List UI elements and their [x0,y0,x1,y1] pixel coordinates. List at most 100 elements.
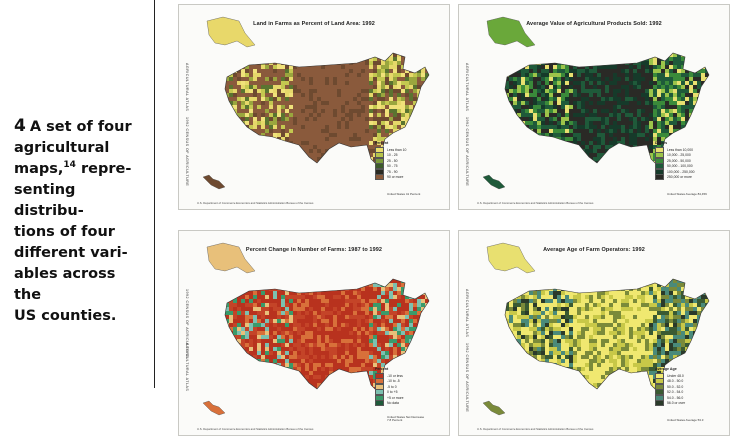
county-cell [249,387,253,391]
county-cell [361,169,365,173]
county-cell [369,307,373,311]
county-cell [573,145,577,149]
county-cell [221,367,225,371]
county-cell [349,149,353,153]
county-cell [225,343,229,347]
footnote-reference[interactable]: 14 [63,160,76,171]
county-cell [265,275,269,279]
county-cell [381,363,385,367]
county-cell [277,323,281,327]
county-cell [417,65,421,69]
county-cell [341,149,345,153]
county-cell [433,283,437,287]
county-cell [357,315,361,319]
county-cell [429,117,433,121]
county-cell [229,327,233,331]
county-cell [233,77,237,81]
county-cell [329,101,333,105]
county-cell [349,133,353,137]
county-cell [689,133,693,137]
county-cell [393,125,397,129]
county-cell [693,81,697,85]
county-cell [253,97,257,101]
county-cell [417,283,421,287]
county-cell [401,49,405,53]
county-cell [613,117,617,121]
county-cell [661,81,665,85]
county-cell [633,49,637,53]
county-cell [253,319,257,323]
county-cell [333,161,337,165]
county-cell [537,141,541,145]
county-cell [269,129,273,133]
county-cell [501,69,505,73]
county-cell [409,65,413,69]
county-cell [293,161,297,165]
county-cell [273,367,277,371]
county-cell [377,125,381,129]
county-cell [269,339,273,343]
county-cell [309,65,313,69]
county-cell [421,89,425,93]
county-cell [389,283,393,287]
county-cell [337,351,341,355]
county-cell [349,335,353,339]
county-cell [649,141,653,145]
county-cell [573,141,577,145]
county-cell [357,157,361,161]
county-cell [529,165,533,169]
county-cell [417,89,421,93]
county-cell [705,149,709,153]
county-cell [533,93,537,97]
county-cell [429,387,433,391]
county-cell [237,387,241,391]
county-cell [293,307,297,311]
county-cell [609,61,613,65]
county-cell [273,73,277,77]
county-cell [253,73,257,77]
county-cell [625,149,629,153]
county-cell [665,101,669,105]
county-cell [401,89,405,93]
county-cell [293,323,297,327]
county-cell [297,283,301,287]
county-cell [541,65,545,69]
county-cell [333,149,337,153]
county-cell [289,379,293,383]
county-cell [621,157,625,161]
county-cell [377,307,381,311]
county-cell [433,347,437,351]
county-cell [589,165,593,169]
county-cell [333,295,337,299]
county-cell [597,165,601,169]
county-cell [429,169,433,173]
county-cell [617,109,621,113]
county-cell [233,101,237,105]
county-cell [325,161,329,165]
county-cell [301,145,305,149]
county-cell [569,61,573,65]
county-cell [305,145,309,149]
county-cell [349,383,353,387]
county-cell [337,161,341,165]
county-cell [337,73,341,77]
county-cell [353,355,357,359]
county-cell [329,339,333,343]
county-cell [321,275,325,279]
county-cell [241,125,245,129]
county-cell [325,69,329,73]
county-cell [301,275,305,279]
county-cell [557,97,561,101]
county-cell [265,153,269,157]
county-cell [433,363,437,367]
county-cell [657,137,661,141]
county-cell [245,93,249,97]
county-cell [689,105,693,109]
caption-line: maps, [14,161,64,177]
county-cell [701,53,705,57]
county-cell [649,169,653,173]
county-cell [377,81,381,85]
county-cell [429,141,433,145]
county-cell [301,157,305,161]
county-cell [557,145,561,149]
